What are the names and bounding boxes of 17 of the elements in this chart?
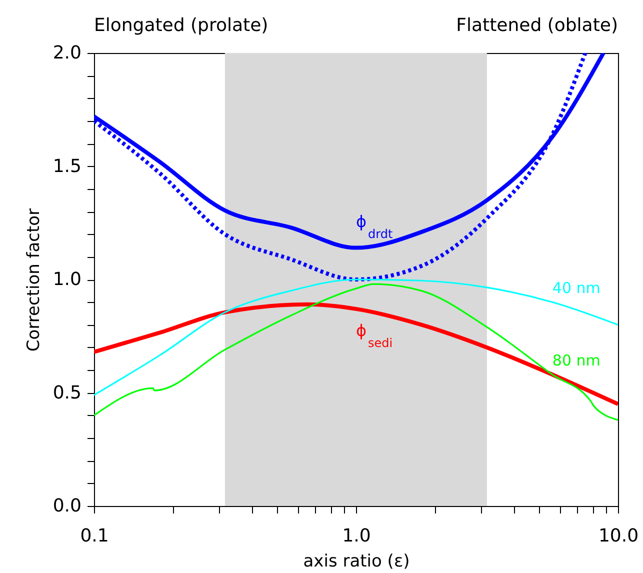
series-label: ϕsedi	[356, 320, 393, 350]
text: Elongated (prolate)	[94, 15, 268, 36]
y-axis-title: Correction factor	[24, 208, 44, 352]
y-tick-label: 0.5	[52, 382, 82, 404]
y-tick-label: 0.0	[52, 496, 82, 516]
y-tick-label: 1.0	[52, 269, 82, 290]
x-tick-label: 1.0	[342, 526, 371, 546]
y-tick-label: 1.5	[52, 156, 82, 177]
x-tick-label: 10.0	[598, 526, 639, 546]
y-tick-label: 2.0	[52, 42, 82, 64]
x-axis-title: axis ratio (ε)	[303, 552, 410, 572]
text: Flattened (oblate)	[456, 15, 618, 36]
x-tick-label: 0.1	[80, 526, 109, 546]
line-series	[94, 278, 618, 396]
series-label: ϕdrdt	[356, 212, 393, 241]
series-label: 80 nm	[552, 352, 600, 370]
series-label: 40 nm	[552, 279, 600, 298]
